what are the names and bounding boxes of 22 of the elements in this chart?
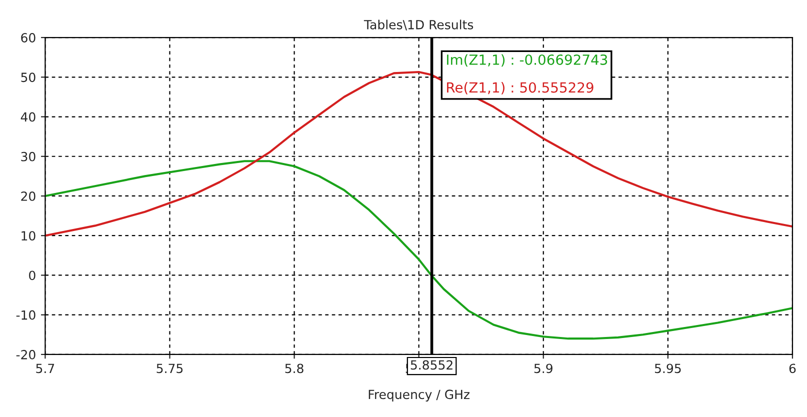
line-series <box>45 160 792 340</box>
y-tick-label: -20 <box>16 350 36 360</box>
ref-line-label: 5.8552 <box>410 360 452 370</box>
x-tick-label: 5.9 <box>534 364 552 374</box>
x-tick-label: 5.95 <box>654 364 681 374</box>
chart-title: Tables\1D Results <box>364 20 474 30</box>
y-tick-label: 10 <box>22 231 36 241</box>
x-tick-label: 5.75 <box>156 364 183 374</box>
y-tick-label: 50 <box>21 72 36 82</box>
x-tick-label: 5.8 <box>285 364 304 374</box>
line-series <box>45 70 792 237</box>
y-tick-label: -10 <box>16 310 36 320</box>
y-tick-label: 60 <box>21 33 36 42</box>
y-tick-label: 20 <box>21 191 36 201</box>
y-tick-label: 40 <box>20 112 36 122</box>
annotation: Re(Z1,1) : 50.555229 <box>447 82 594 94</box>
x-tick-label: 6 <box>789 364 796 374</box>
x-tick-label: 5.7 <box>36 364 54 374</box>
y-tick-label: 30 <box>21 152 36 162</box>
y-tick-label: 0 <box>29 270 36 280</box>
x-axis-title: Frequency / GHz <box>368 390 470 402</box>
annotation: Im(Z1,1) : -0.06692743 <box>447 54 608 67</box>
